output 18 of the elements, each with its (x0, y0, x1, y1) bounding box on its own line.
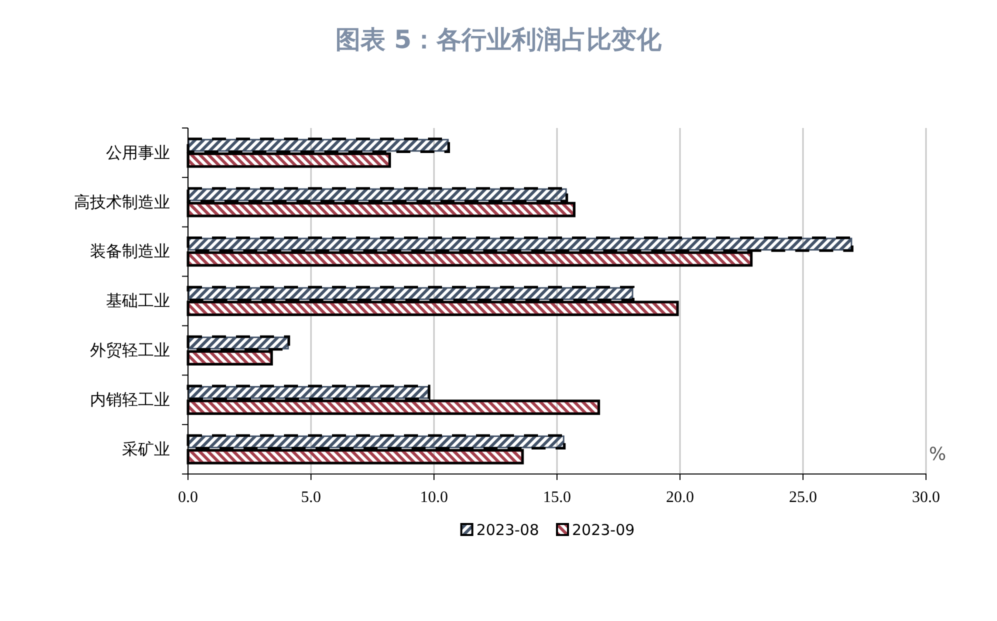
legend-label: 2023-08 (476, 521, 539, 539)
y-tick-label: 外贸轻工业 (90, 340, 170, 360)
x-tick-label: 30.0 (912, 489, 940, 506)
x-tick-label: 10.0 (420, 489, 448, 506)
legend-label: 2023-09 (572, 521, 635, 539)
x-tick-label: 0.0 (178, 489, 198, 506)
x-tick-label: 5.0 (301, 489, 321, 506)
y-tick-label: 装备制造业 (90, 242, 170, 261)
y-tick-label: 采矿业 (122, 439, 170, 458)
y-tick-label: 公用事业 (106, 142, 170, 162)
x-tick-label: 25.0 (789, 489, 817, 506)
x-tick-label: 20.0 (666, 489, 694, 506)
text: % (929, 444, 946, 465)
y-tick-label: 基础工业 (106, 291, 170, 310)
chart-title: 图表 5：各行业利润占比变化 (335, 25, 663, 54)
y-tick-label: 内销轻工业 (90, 390, 170, 409)
y-tick-label: 高技术制造业 (74, 192, 170, 212)
x-tick-label: 15.0 (543, 489, 571, 506)
